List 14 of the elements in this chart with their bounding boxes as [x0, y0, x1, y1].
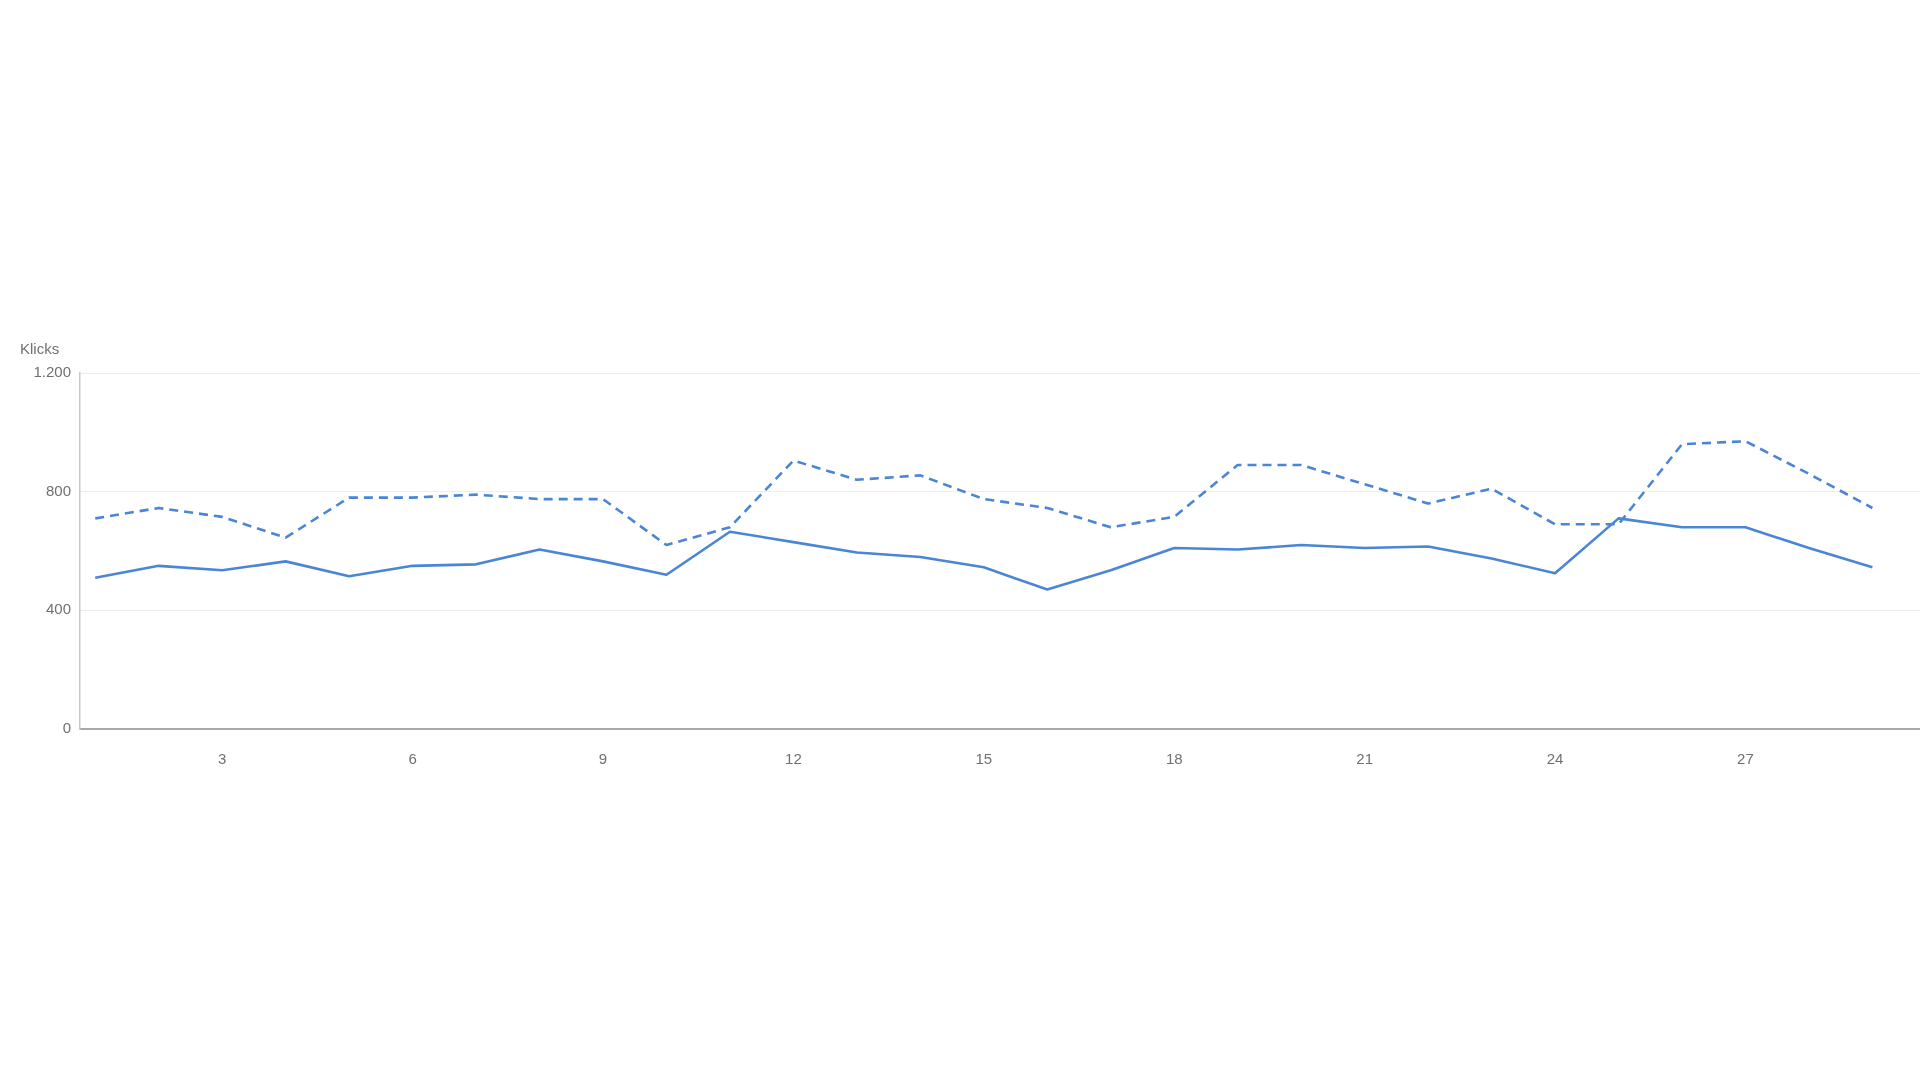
x-tick-label: 9	[598, 750, 608, 768]
x-tick-label: 3	[218, 750, 227, 768]
x-tick-label: 15	[975, 750, 993, 768]
y-axis-title: Klicks	[20, 340, 60, 358]
y-tick-label: 800	[45, 481, 71, 499]
y-tick-label: 400	[45, 600, 71, 618]
x-tick-label: 18	[1165, 750, 1183, 768]
x-tick-label: 24	[1546, 750, 1564, 768]
y-tick-label: 0	[62, 719, 71, 737]
x-tick-label: 27	[1737, 750, 1754, 768]
x-tick-label: 21	[1356, 750, 1373, 768]
x-tick-label: 12	[785, 750, 802, 768]
x-tick-label: 6	[408, 750, 417, 768]
y-tick-label: 1.200	[33, 363, 71, 381]
